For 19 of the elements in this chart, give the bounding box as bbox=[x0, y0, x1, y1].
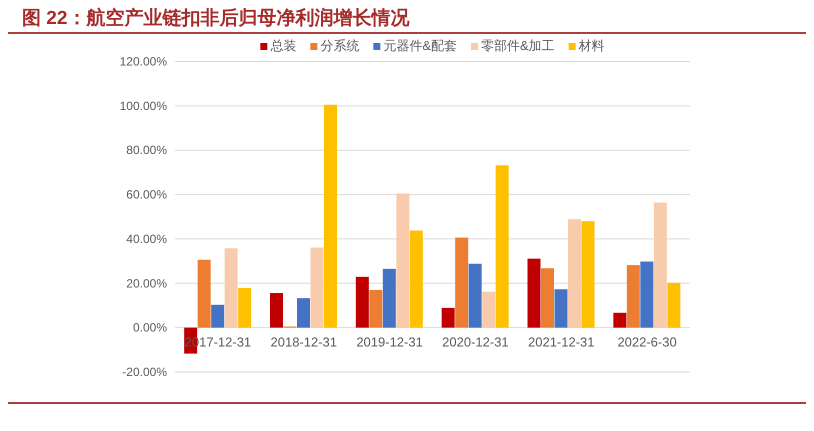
y-tick-label: 40.00% bbox=[126, 232, 168, 246]
legend-label: 材料 bbox=[578, 38, 605, 53]
y-tick-label: 20.00% bbox=[126, 276, 168, 290]
y-tick-label: 60.00% bbox=[126, 188, 168, 202]
x-tick-label: 2018-12-31 bbox=[270, 334, 337, 350]
legend-label: 分系统 bbox=[320, 38, 360, 53]
x-tick-label: 2020-12-31 bbox=[442, 334, 509, 350]
legend-label: 零部件&加工 bbox=[481, 38, 555, 53]
legend-label: 总装 bbox=[269, 38, 296, 53]
chart-title: 图 22：航空产业链扣非后归母净利润增长情况 bbox=[22, 7, 410, 29]
legend-label: 元器件&配套 bbox=[383, 38, 457, 53]
y-tick-label: 120.00% bbox=[120, 54, 168, 68]
y-tick-label: 80.00% bbox=[126, 143, 168, 158]
x-tick-label: 2022-6-30 bbox=[617, 334, 677, 350]
y-tick-label: -20.00% bbox=[122, 365, 168, 379]
y-tick-label: 100.00% bbox=[120, 98, 168, 113]
y-tick-label: 0.00% bbox=[132, 320, 168, 335]
x-tick-label: 2019-12-31 bbox=[356, 334, 423, 350]
x-tick-label: 2021-12-31 bbox=[528, 334, 594, 350]
